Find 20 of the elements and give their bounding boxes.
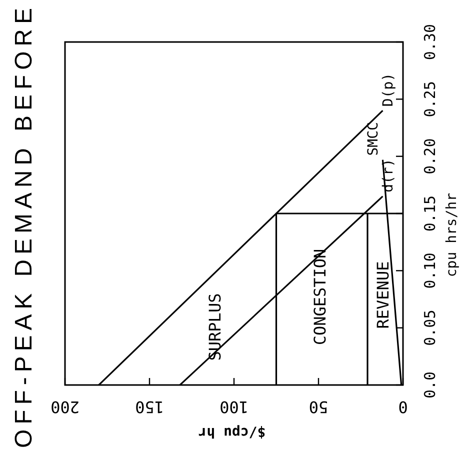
- y-axis-title: cpu hrs/hr: [444, 192, 460, 278]
- text: D(p): [380, 72, 397, 107]
- x-tick-label: 0: [398, 398, 408, 416]
- x-tick-label: 100: [220, 398, 248, 416]
- y-tick-label: 0.15: [421, 195, 439, 232]
- text: OFF-PEAK DEMAND BEFORE: [10, 8, 38, 448]
- annotation: SURPLUS: [206, 293, 224, 361]
- x-tick-label: 50: [308, 398, 328, 416]
- x-tick-label: 200: [50, 398, 80, 416]
- x-tick-label: 150: [135, 398, 164, 416]
- x-axis-title: $/cpu hr: [198, 424, 266, 440]
- y-tick-label: 0.0: [421, 371, 439, 399]
- y-tick-label: 0.05: [421, 310, 439, 346]
- annotation: CONGESTION: [310, 248, 330, 346]
- y-tick-label: 0.20: [421, 138, 439, 174]
- y-tick-label: 0.10: [421, 252, 439, 289]
- y-tick-label: 0.30: [421, 24, 439, 60]
- text: SMCC: [366, 122, 382, 156]
- y-tick-label: 0.25: [421, 81, 439, 118]
- annotation: REVENUE: [374, 261, 392, 329]
